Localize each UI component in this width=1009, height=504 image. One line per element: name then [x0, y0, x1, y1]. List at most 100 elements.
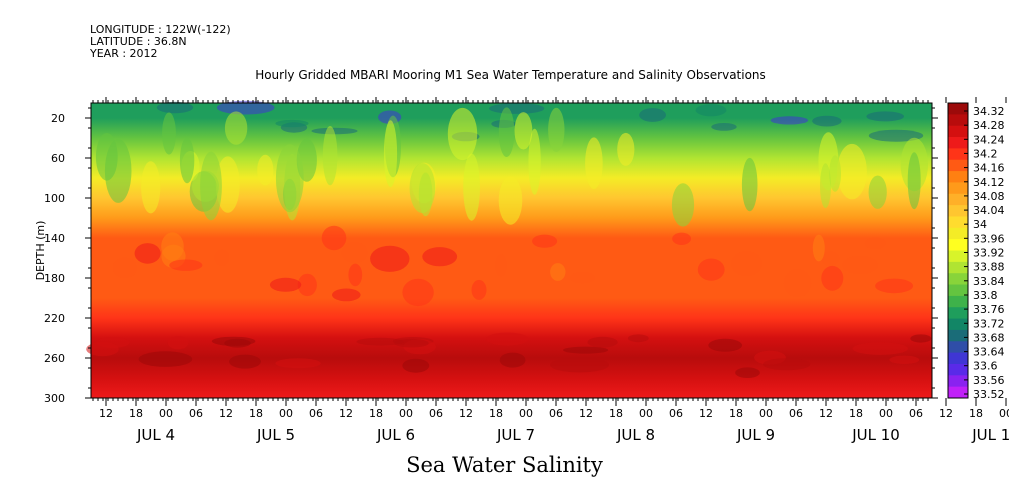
x-hour-label: 18	[849, 407, 863, 420]
x-day-label: JUL 9	[736, 426, 775, 444]
salinity-patch	[829, 155, 841, 192]
salinity-patch	[179, 137, 195, 184]
salinity-patch	[868, 129, 924, 142]
heatmap-texture	[86, 100, 932, 379]
x-hour-label: 12	[699, 407, 713, 420]
x-hour-label: 12	[939, 407, 953, 420]
x-day-label: JUL 7	[496, 426, 535, 444]
salinity-patch	[842, 255, 879, 275]
salinity-patch	[498, 107, 515, 157]
salinity-patch	[569, 271, 596, 284]
colorbar-swatch	[948, 284, 968, 297]
x-hour-label: 12	[99, 407, 113, 420]
salinity-patch	[770, 116, 809, 125]
x-day-label: JUL 8	[616, 426, 655, 444]
y-tick-label: 300	[44, 392, 65, 405]
salinity-patch	[311, 127, 358, 135]
colorbar-swatch	[948, 386, 968, 399]
y-tick-label: 100	[44, 192, 65, 205]
colorbar-frame	[947, 102, 969, 399]
salinity-patch	[697, 258, 725, 281]
salinity-patch	[485, 332, 529, 346]
salinity-patch	[402, 358, 430, 373]
salinity-patch	[875, 278, 914, 294]
salinity-patch	[852, 342, 908, 355]
salinity-patch	[138, 351, 193, 367]
colorbar-label: 34.12	[973, 176, 1005, 189]
salinity-patch	[837, 143, 867, 200]
y-tick-label: 20	[51, 112, 65, 125]
salinity-patch	[820, 163, 831, 209]
colorbar-label: 33.84	[973, 275, 1005, 288]
salinity-heatmap	[91, 103, 932, 398]
colorbar-label: 33.92	[973, 247, 1005, 260]
x-hour-label: 06	[549, 407, 563, 420]
salinity-patch	[812, 115, 842, 127]
salinity-patch	[322, 126, 338, 186]
salinity-patch	[200, 151, 222, 221]
x-axis-title: Sea Water Salinity	[406, 453, 603, 477]
colorbar-swatch	[948, 363, 968, 376]
colorbar-label: 34.2	[973, 147, 998, 160]
colorbar-label: 34	[973, 218, 987, 231]
x-hour-label: 06	[789, 407, 803, 420]
salinity-patch	[341, 241, 368, 264]
salinity-patch	[864, 237, 887, 250]
x-hour-label: 18	[129, 407, 143, 420]
colorbar-swatch	[948, 329, 968, 342]
x-hour-label: 06	[189, 407, 203, 420]
colorbar-swatch	[948, 227, 968, 240]
salinity-patch	[735, 367, 760, 379]
salinity-patch	[275, 119, 309, 128]
salinity-patch	[422, 247, 458, 267]
axes: 20 60 100 140 180 220 260 300 DEPTH (m) 12 18 00 06 1…	[34, 97, 1009, 444]
salinity-patch	[275, 358, 321, 369]
x-hour-label: 00	[519, 407, 533, 420]
salinity-patch	[169, 259, 203, 271]
colorbar-swatch	[948, 171, 968, 183]
salinity-patch	[332, 288, 361, 302]
colorbar-swatch	[948, 318, 968, 331]
salinity-patch	[418, 172, 433, 217]
colorbar-swatch	[948, 375, 968, 388]
salinity-patch	[214, 249, 230, 266]
colorbar-label: 34.16	[973, 162, 1005, 175]
colorbar-label: 33.8	[973, 289, 998, 302]
colorbar-label: 34.08	[973, 190, 1005, 203]
salinity-patch	[866, 111, 904, 122]
salinity-patch	[550, 357, 609, 373]
salinity-patch	[741, 157, 758, 212]
salinity-patch	[216, 100, 275, 115]
salinity-patch	[695, 104, 727, 117]
salinity-patch	[730, 251, 763, 277]
y-tick-label: 180	[44, 272, 65, 285]
x-day-label: JUL 6	[376, 426, 415, 444]
salinity-patch	[820, 251, 840, 267]
latitude-label: LATITUDE : 36.8N	[90, 35, 187, 48]
x-hour-label: 18	[609, 407, 623, 420]
y-axis-title: DEPTH (m)	[34, 221, 47, 281]
salinity-patch	[812, 234, 825, 262]
salinity-patch	[821, 265, 844, 291]
salinity-patch	[617, 132, 635, 166]
salinity-patch	[585, 137, 603, 189]
salinity-patch	[275, 144, 304, 213]
colorbar-swatch	[948, 182, 968, 195]
year-label: YEAR : 2012	[90, 47, 158, 60]
salinity-patch	[471, 279, 487, 300]
salinity-patch	[112, 257, 137, 279]
colorbar-swatch	[948, 295, 968, 308]
salinity-patch	[348, 263, 363, 287]
salinity-patch	[708, 338, 743, 352]
colorbar-swatch	[948, 216, 968, 229]
colorbar-label: 34.04	[973, 204, 1005, 217]
salinity-patch	[514, 112, 533, 150]
colorbar-label: 34.28	[973, 119, 1005, 132]
x-hour-label: 12	[339, 407, 353, 420]
salinity-patch	[229, 354, 261, 369]
salinity-patch	[548, 107, 565, 152]
x-hour-label: 18	[489, 407, 503, 420]
salinity-patch	[639, 108, 666, 122]
x-hour-label: 00	[999, 407, 1009, 420]
colorbar-swatch	[948, 307, 968, 320]
